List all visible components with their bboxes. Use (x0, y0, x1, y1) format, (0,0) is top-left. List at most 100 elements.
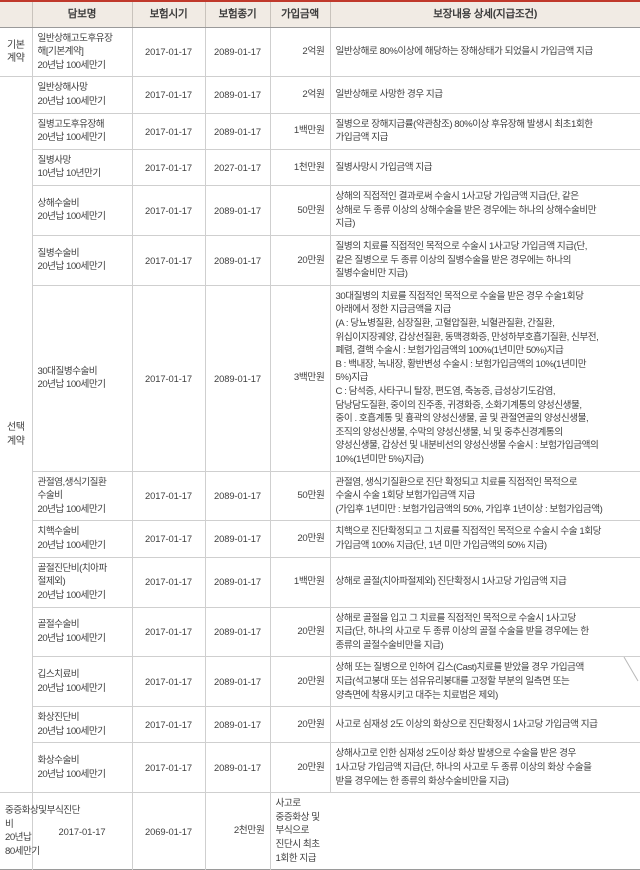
coverage-name-line: 20년납 100세만기 (37, 682, 106, 694)
table-row: 골절수술비 20년납 100세만기 2017-01-17 2089-01-17 20만원… (0, 607, 640, 658)
table-body: 기본 계약 일반상해고도후유장 해[기본계약] 20년납 100세만기 2017-01-1… (0, 27, 640, 870)
table-row: 깁스치료비 20년납 100세만기 2017-01-17 2089-01-17 20만원… (0, 656, 640, 708)
coverage-detail-cell: 사고로 중증화상 및 부식으로 진단시 최초 1회한 지급 (270, 793, 330, 870)
table-row: 관절염,생식기질환 수술비 20년납 100세만기 2017-01-17 2089-01… (0, 471, 640, 522)
coverage-detail-line: 담낭담도질환, 중이의 진주종, 귀경화증, 소화기계통의 양성신생물, (335, 399, 583, 411)
policy-end-date: 2089-01-17 (205, 520, 271, 558)
table-header: 담보명 보험시기 보험종기 가입금액 보장내용 상세(지급조건) (0, 1, 640, 28)
coverage-detail-line: 지급(단, 하나의 사고로 두 종류 이상의 골절 수술을 받을 경우에는 한 (335, 626, 590, 638)
coverage-name-line: 20년납 100세만기 (37, 59, 106, 71)
coverage-detail-line: 일반상해로 80%이상에 해당하는 장해상태가 되었을시 가입금액 지급 (335, 46, 594, 58)
policy-end-date: 2089-01-17 (205, 557, 271, 608)
policy-end-date: 2069-01-17 (132, 792, 206, 870)
coverage-detail-cell: 일반상해로 80%이상에 해당하는 장해상태가 되었을시 가입금액 지급 (330, 27, 640, 78)
coverage-detail-line: 가입금액 지급 (335, 132, 389, 144)
coverage-name-line: 절제외) (37, 576, 66, 588)
contract-group-line: 계약 (6, 53, 25, 64)
coverage-name-cell: 관절염,생식기질환 수술비 20년납 100세만기 (32, 471, 133, 522)
coverage-name-cell: 일반상해사망 20년납 100세만기 (32, 76, 133, 114)
coverage-name-line: 질병사망 (37, 154, 72, 166)
column-header-amount: 가입금액 (270, 1, 331, 28)
coverage-detail-line: 수술시 수술 1회당 보험가입금액 지급 (335, 490, 476, 502)
policy-start-date: 2017-01-17 (132, 76, 206, 114)
coverage-detail-cell: 일반상해로 사망한 경우 지급 (330, 76, 640, 114)
coverage-detail-cell: 상해 또는 질병으로 인하여 깁스(Cast)치료를 받았을 경우 가입금액 지급… (330, 656, 640, 708)
coverage-detail-line: 1사고당 가입금액 지급(단, 하나의 사고로 두 종류 이상의 화상 수술을 (335, 762, 592, 774)
policy-end-date: 2089-01-17 (205, 185, 271, 236)
coverage-detail-line: 상해로 두 종류 이상의 상해수술을 받은 경우에는 하나의 상해수술비만 (335, 204, 597, 216)
column-header-detail: 보장내용 상세(지급조건) (330, 1, 640, 28)
coverage-name-cell: 치핵수술비 20년납 100세만기 (32, 520, 133, 558)
coverage-detail-line: 받을 경우에는 한 종류의 화상수술비만을 지급) (335, 775, 509, 787)
coverage-amount: 50만원 (270, 471, 331, 522)
coverage-amount: 1백만원 (270, 113, 331, 150)
policy-end-date: 2089-01-17 (205, 285, 271, 472)
table-row: 선택 계약 일반상해사망 20년납 100세만기 2017-01-17 2089-01-1… (0, 76, 640, 794)
coverage-detail-line: 폐렴, 결핵 수술시 : 보험가입금액의 100%(1년미만 50%)지급 (335, 345, 564, 357)
policy-start-date: 2017-01-17 (132, 113, 206, 150)
coverage-detail-line: 관절염, 생식기질환으로 진단 확정되고 치료를 직접적인 목적으로 (335, 476, 578, 488)
coverage-detail-line: 질병으로 장해지급률(약관참조) 80%이상 후유장해 발생시 최초1회한 (335, 118, 594, 130)
contract-group-optional: 선택 계약 (0, 76, 33, 794)
policy-start-date: 2017-01-17 (132, 185, 206, 236)
coverage-detail-line: 같은 질병으로 두 종류 이상의 질병수술을 받은 경우에는 하나의 (335, 254, 572, 266)
policy-start-date: 2017-01-17 (132, 557, 206, 608)
coverage-name-line: 20년납 100세만기 (37, 132, 106, 144)
column-header-end: 보험종기 (205, 1, 271, 28)
coverage-detail-cell: 치핵으로 진단확정되고 그 치료를 직접적인 목적으로 수술시 수술 1회당 가입… (330, 520, 640, 558)
coverage-detail-line: 지급(석고붕대 또는 섬유유리붕대를 고정할 부분의 일측면 또는 (335, 675, 570, 687)
table-row: 화상수술비 20년납 100세만기 2017-01-17 2089-01-17 20만원… (0, 742, 640, 794)
contract-group-line: 계약 (6, 435, 25, 447)
coverage-name-line: 골절수술비 (37, 619, 80, 631)
coverage-amount: 1천만원 (270, 149, 331, 187)
table-row: 질병사망 10년납 10년만기 2017-01-17 2027-01-17 1천만원 질병… (0, 149, 640, 187)
coverage-detail-cell: 질병사망시 가입금액 지급 (330, 149, 640, 187)
coverage-name-line: 비 (5, 818, 14, 830)
coverage-detail-line: 상해로 골절을 입고 그 치료를 직접적인 목적으로 수술시 1사고당 (335, 612, 577, 624)
coverage-name-line: 일반상해사망 (37, 82, 88, 94)
coverage-detail-line: 질병사망시 가입금액 지급 (335, 161, 433, 173)
coverage-name-line: 20년납 100세만기 (37, 261, 106, 273)
coverage-amount: 20만원 (270, 520, 331, 558)
coverage-detail-cell: 30대질병의 치료를 직접적인 목적으로 수술을 받은 경우 수술1회당 아래에서… (330, 285, 640, 472)
coverage-name-line: 화상진단비 (37, 712, 80, 724)
coverage-detail-line: 사고로 심재성 2도 이상의 화상으로 진단확정시 1사고당 가입금액 지급 (335, 718, 598, 730)
coverage-name-cell: 골절수술비 20년납 100세만기 (32, 607, 133, 658)
coverage-detail-cell: 상해의 직접적인 결과로써 수술시 1사고당 가입금액 지급(단, 같은 상해로 … (330, 185, 640, 236)
coverage-name-line: 20년납 100세만기 (37, 768, 106, 780)
policy-end-date: 2089-01-17 (205, 607, 271, 658)
coverage-detail-cell: 사고로 심재성 2도 이상의 화상으로 진단확정시 1사고당 가입금액 지급 (330, 706, 640, 744)
contract-group-line: 선택 (6, 422, 25, 434)
policy-start-date: 2017-01-17 (132, 607, 206, 658)
coverage-name-line: 30대질병수술비 (37, 365, 98, 377)
coverage-name-line: 20년납 100세만기 (37, 96, 106, 108)
coverage-name-line: 골절진단비(치아파 (37, 562, 108, 574)
coverage-amount: 2억원 (270, 27, 331, 78)
coverage-name-line: 20년납 100세만기 (37, 632, 106, 644)
policy-end-date: 2089-01-17 (205, 76, 271, 114)
coverage-detail-line: 사고로 중증화상 및 부식으로 진단시 최초 1회한 지급 (275, 798, 321, 864)
contract-group-line: 기본 (6, 39, 25, 51)
coverage-name-line: 질병수술비 (37, 247, 80, 259)
policy-start-date: 2017-01-17 (132, 285, 206, 472)
coverage-detail-line: 일반상해로 사망한 경우 지급 (335, 89, 444, 101)
coverage-name-cell: 질병고도후유장해 20년납 100세만기 (32, 113, 133, 150)
policy-start-date: 2017-01-17 (132, 471, 206, 522)
coverage-detail-line: 양측면에 착용시키고 대주는 치료법은 제외) (335, 689, 499, 701)
coverage-detail-cell: 상해로 골절(치아파절제외) 진단확정시 1사고당 가입금액 지급 (330, 557, 640, 608)
coverage-name-line: 20년납 100세만기 (37, 589, 106, 601)
coverage-detail-line: 지급) (335, 218, 356, 230)
coverage-detail-line: 치핵으로 진단확정되고 그 치료를 직접적인 목적으로 수술시 수술 1회당 (335, 526, 602, 538)
coverage-detail-line: 5%)지급 (335, 372, 369, 384)
coverage-name-line: 화상수술비 (37, 755, 80, 767)
table-row: 화상진단비 20년납 100세만기 2017-01-17 2089-01-17 20만원… (0, 706, 640, 744)
coverage-detail-line: 조직의 양성신생물, 수막의 양성신생물, 뇌 및 중추신경계통의 (335, 426, 564, 438)
coverage-name-cell: 30대질병수술비 20년납 100세만기 (32, 285, 133, 472)
coverage-detail-line: 10%(1년미만 5%)지급) (335, 454, 424, 466)
coverage-name-line: 20년납 100세만기 (37, 379, 106, 391)
policy-start-date: 2017-01-17 (132, 520, 206, 558)
